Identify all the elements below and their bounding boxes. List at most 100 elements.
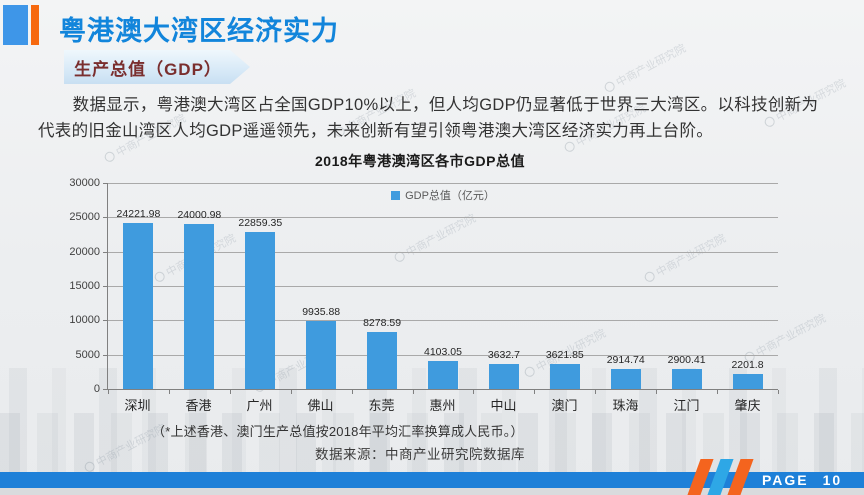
bar-value-label: 2900.41 [667,354,706,367]
bar-广州 [245,232,276,389]
header-accent-bar [31,5,39,45]
x-axis-label: 珠海 [612,398,639,413]
x-axis-tick [229,390,231,394]
y-axis-label: 15000 [69,280,100,292]
bar-value-label: 3632.7 [487,349,520,362]
x-axis-tick [595,390,597,394]
x-axis-label: 东莞 [368,398,395,413]
gridline [108,251,778,253]
watermark-label: 中商产业研究院 [614,42,689,90]
bar-slot: 22859.35 [230,183,291,389]
x-axis-labels: 深圳 香港 广州 佛山 东莞 惠州 中山 澳门 珠海 江门 肇庆 [107,390,778,414]
bar-珠海 [610,369,641,389]
bar-value-label: 24000.98 [177,209,222,222]
bar-东莞 [367,332,398,389]
gridline [108,320,778,322]
y-axis-tick [103,251,108,253]
bar-value-label: 9935.88 [302,305,341,318]
y-axis-tick [103,354,108,356]
watermark-text: 中商产业研究院 [602,40,689,96]
x-axis-label: 肇庆 [734,398,761,413]
gdp-bar-chart: 2018年粤港澳湾区各市GDP总值 GDP总值（亿元） 24221.98 2400… [60,151,780,414]
x-axis-label: 佛山 [307,398,334,413]
page-label: PAGE [762,472,809,488]
bar-slot: 24221.98 [108,183,169,389]
bar-slot: 9935.88 [291,183,352,389]
x-axis-tick [534,390,536,394]
bar-澳门 [549,364,580,389]
footnote: （*上述香港、澳门生产总值按2018年平均汇率换算成人民币。） [152,424,524,439]
x-axis-tick [717,390,719,394]
x-axis-label: 江门 [673,398,700,413]
gridline [108,183,778,184]
x-axis-tick [351,390,353,394]
bar-slot: 2914.74 [595,183,656,389]
bar-value-label: 2201.8 [731,358,764,371]
bar-value-label: 3621.85 [545,349,584,362]
legend-label: GDP总值（亿元） [405,190,495,202]
y-axis-tick [103,183,108,184]
data-source: 数据来源：中商产业研究院数据库 [315,447,525,462]
legend-swatch-icon [391,190,401,200]
y-axis-tick [103,389,108,390]
bar-slot: 2201.8 [717,183,778,389]
bar-value-label: 22859.35 [238,217,283,230]
gridline [108,354,778,356]
y-axis-label: 10000 [69,314,100,327]
footer-bottom-strip [0,488,864,495]
x-axis-tick [656,390,658,394]
page-number: PAGE 10 [762,472,842,488]
y-axis-label: 5000 [75,348,100,361]
bar-slot: 4103.05 [413,183,474,389]
x-axis-label: 澳门 [551,398,578,413]
footer-bar [0,472,864,488]
x-axis-tick [778,390,779,394]
x-axis-label: 香港 [185,398,212,413]
bar-肇庆 [732,373,763,389]
y-axis-tick [103,286,108,287]
bar-惠州 [427,360,458,389]
y-axis-tick [103,217,108,219]
bar-深圳 [123,222,154,389]
x-axis-label: 中山 [490,398,517,413]
y-axis-label: 20000 [69,245,100,258]
body-paragraph: 数据显示，粤港澳大湾区占全国GDP10%以上，但人均GDP仍显著低于世界三大湾区… [38,96,819,140]
bar-value-label: 8278.59 [363,317,402,330]
bar-value-label: 24221.98 [116,207,161,220]
chart-title: 2018年粤港澳湾区各市GDP总值 [315,153,525,169]
x-axis-tick [108,390,109,394]
x-axis-label: 深圳 [124,398,151,413]
gridline [108,217,778,219]
x-axis-label: 广州 [246,398,273,413]
bar-slot: 3621.85 [534,183,595,389]
y-axis-label: 0 [93,383,100,395]
y-axis-tick [103,320,108,322]
chart-legend: GDP总值（亿元） [108,187,778,203]
bar-slot: 8278.59 [352,183,413,389]
x-axis-tick [473,390,475,394]
bar-江门 [671,369,702,389]
y-axis-label: 25000 [69,211,100,224]
plot-area: GDP总值（亿元） 24221.98 24000.98 22859.35 9935.8… [69,177,779,395]
section-banner-label: 生产总值（GDP） [74,59,222,79]
page-title: 粤港澳大湾区经济实力 [59,16,339,46]
y-axis-label: 30000 [69,177,100,189]
bar-slot: 2900.41 [656,183,717,389]
gridline [108,286,778,287]
page-number-value: 10 [822,472,843,488]
bar-中山 [488,364,519,389]
x-axis-tick [290,390,292,394]
bar-value-label: 4103.05 [424,345,462,358]
x-axis-label: 惠州 [429,398,456,413]
bar-value-label: 2914.74 [606,354,645,366]
x-axis-tick [168,390,170,394]
x-axis-tick [412,390,414,394]
section-banner: 生产总值（GDP） [64,50,250,84]
bar-香港 [184,224,215,389]
bars-container: 24221.98 24000.98 22859.35 9935.88 8278.59 41… [108,183,778,389]
bar-佛山 [306,320,337,389]
bar-slot: 3632.7 [473,183,534,389]
header-accent-square [3,5,28,45]
bar-slot: 24000.98 [169,183,230,389]
